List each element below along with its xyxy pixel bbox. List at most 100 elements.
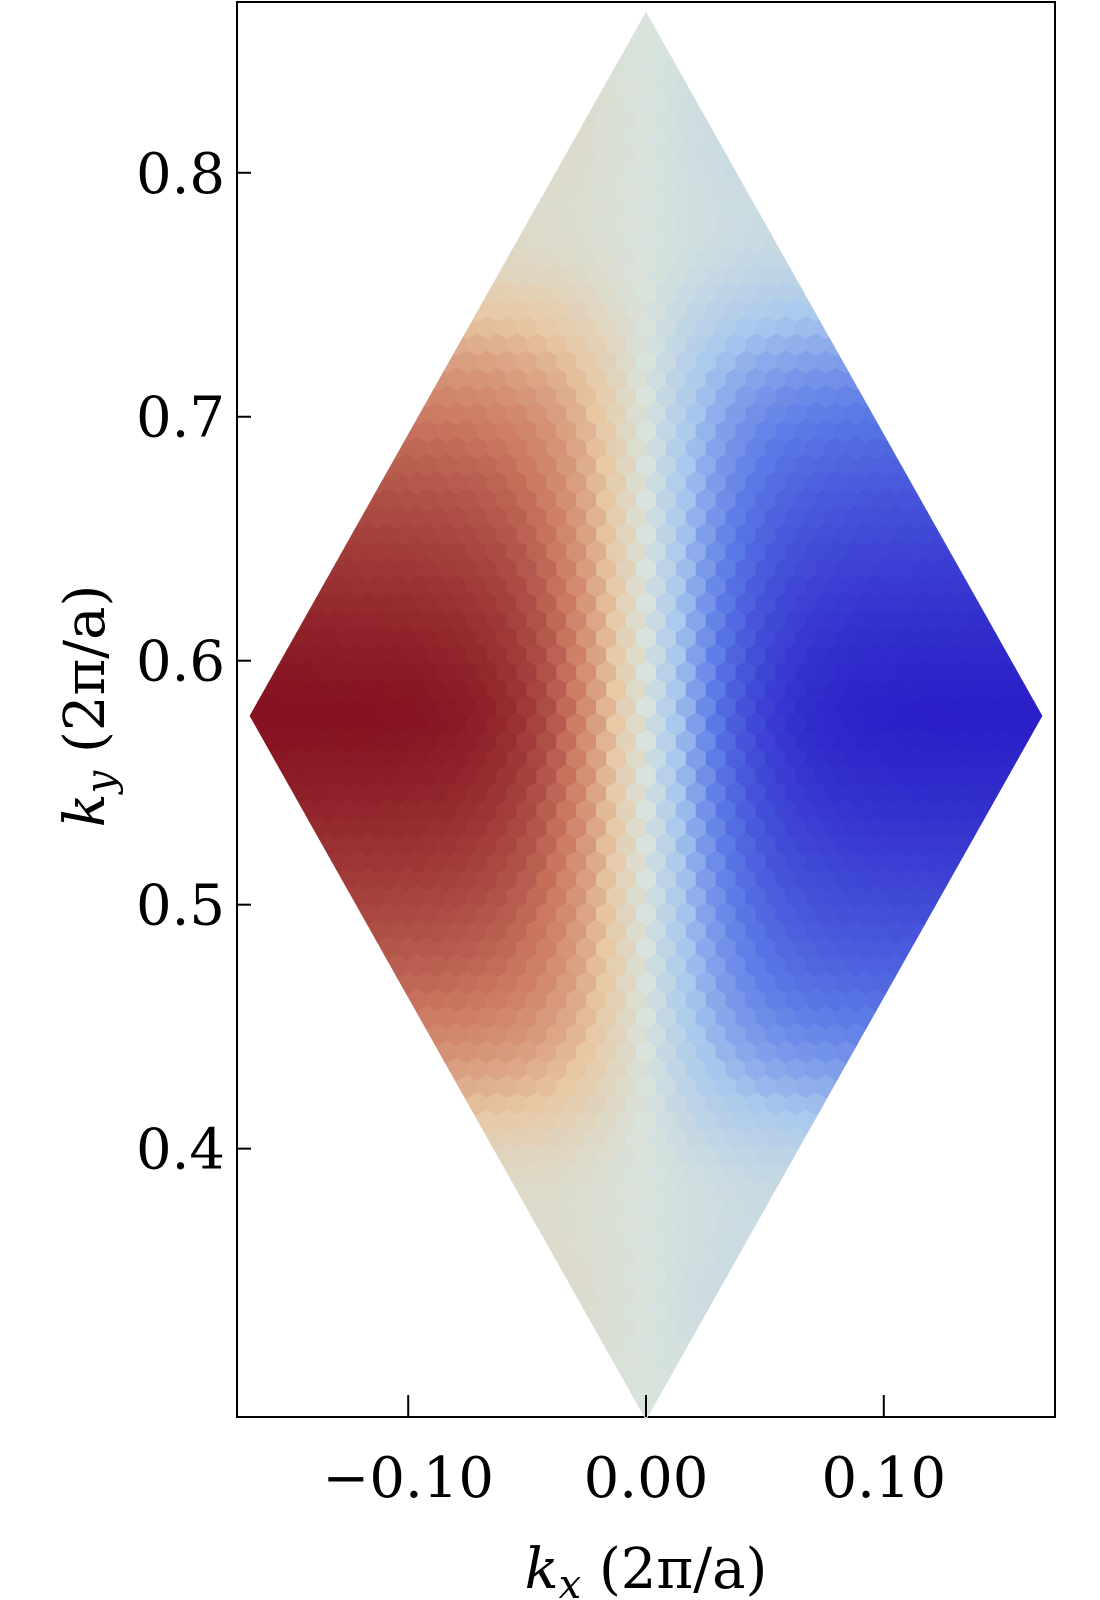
heatmap-cell — [645, 195, 667, 220]
heatmap-cell — [506, 712, 528, 737]
heatmap-cell — [396, 74, 418, 99]
heatmap-cell — [337, 281, 359, 306]
heatmap-cell — [924, 229, 946, 254]
heatmap-cell — [347, 919, 369, 944]
heatmap-cell — [964, 1057, 986, 1082]
heatmap-cell — [845, 505, 867, 530]
heatmap-cell — [249, 609, 269, 634]
heatmap-cell — [586, 712, 608, 737]
heatmap-cell — [387, 712, 408, 737]
heatmap-cell — [845, 850, 867, 875]
heatmap-cell — [934, 246, 956, 272]
heatmap-cell — [357, 1350, 379, 1376]
heatmap-cell — [327, 954, 349, 979]
heatmap-cell — [446, 298, 468, 323]
heatmap-cell — [695, 1109, 717, 1134]
heatmap-cell — [904, 436, 926, 461]
heatmap-cell — [645, 1368, 667, 1393]
heatmap-cell — [357, 695, 379, 720]
heatmap-cell — [855, 1385, 876, 1410]
heatmap-cell — [516, 177, 538, 203]
heatmap-cell — [685, 781, 707, 806]
heatmap-cell — [775, 695, 797, 720]
heatmap-cell — [745, 643, 767, 668]
heatmap-cell — [406, 1092, 428, 1117]
heatmap-cell — [735, 246, 757, 272]
heatmap-cell — [526, 574, 548, 599]
heatmap-cell — [636, 488, 657, 513]
heatmap-cell — [665, 1264, 687, 1289]
heatmap-cell — [805, 919, 827, 944]
heatmap-cell — [626, 1264, 647, 1289]
heatmap-cell — [257, 1247, 279, 1272]
heatmap-cell — [775, 660, 797, 686]
heatmap-cell — [576, 591, 598, 617]
heatmap-cell — [387, 919, 408, 944]
heatmap-cell — [825, 1368, 847, 1393]
heatmap-cell — [815, 1281, 837, 1307]
heatmap-cell — [249, 126, 269, 151]
heatmap-cell — [934, 833, 956, 858]
heatmap-cell — [974, 246, 996, 272]
heatmap-cell — [536, 1212, 558, 1238]
heatmap-cell — [367, 954, 388, 979]
heatmap-cell — [904, 540, 926, 565]
heatmap-cell — [536, 108, 558, 134]
heatmap-cell — [1034, 1212, 1043, 1238]
heatmap-cell — [436, 729, 458, 755]
heatmap-cell — [586, 540, 608, 565]
heatmap-cell — [775, 557, 797, 582]
heatmap-cell — [994, 902, 1016, 927]
heatmap-cell — [805, 471, 827, 496]
heatmap-cell — [875, 1178, 896, 1203]
heatmap-cell — [506, 1368, 528, 1393]
heatmap-cell — [705, 22, 727, 47]
heatmap-cell — [715, 1212, 737, 1238]
heatmap-cell — [377, 315, 398, 341]
heatmap-cell — [745, 91, 767, 116]
heatmap-cell — [406, 954, 428, 979]
heatmap-cell — [426, 22, 448, 47]
heatmap-cell — [307, 436, 329, 461]
heatmap-cell — [825, 57, 847, 82]
heatmap-cell — [835, 1281, 857, 1307]
heatmap-cell — [387, 264, 408, 289]
heatmap-cell — [466, 885, 488, 910]
heatmap-cell — [626, 195, 647, 220]
heatmap-cell — [964, 1023, 986, 1048]
heatmap-cell — [894, 798, 916, 824]
heatmap-cell — [367, 850, 388, 875]
heatmap-cell — [964, 1402, 986, 1421]
heatmap-cell — [914, 660, 936, 686]
heatmap-cell — [486, 1402, 508, 1421]
heatmap-cell — [616, 74, 637, 99]
heatmap-cell — [1014, 488, 1036, 513]
heatmap-cell — [785, 229, 807, 254]
heatmap-cell — [456, 626, 478, 651]
heatmap-cell — [934, 1350, 956, 1376]
heatmap-cell — [287, 1092, 309, 1117]
heatmap-cell — [486, 781, 508, 806]
heatmap-cell — [446, 1126, 468, 1151]
heatmap-cell — [655, 281, 677, 306]
heatmap-cell — [705, 885, 727, 910]
heatmap-cell — [357, 557, 379, 582]
heatmap-cell — [636, 384, 657, 410]
heatmap-cell — [287, 574, 309, 599]
heatmap-cell — [1004, 574, 1026, 599]
heatmap-cell — [636, 660, 657, 686]
heatmap-cell — [1014, 108, 1036, 134]
heatmap-cell — [249, 1023, 269, 1048]
heatmap-cell — [257, 522, 279, 548]
heatmap-cell — [377, 660, 398, 686]
heatmap-cell — [327, 919, 349, 944]
heatmap-cell — [765, 367, 787, 392]
heatmap-cell — [387, 229, 408, 254]
heatmap-cell — [984, 1161, 1006, 1186]
heatmap-cell — [695, 1212, 717, 1238]
y-axis-label: ky (2π/a) — [53, 585, 124, 828]
heatmap-cell — [705, 1368, 727, 1393]
heatmap-cell — [566, 1333, 588, 1358]
heatmap-cell — [506, 816, 528, 841]
